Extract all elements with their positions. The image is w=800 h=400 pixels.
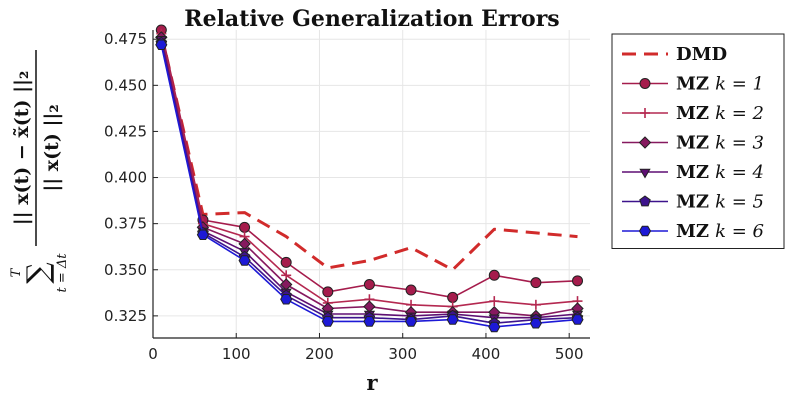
data-point [446,314,459,325]
data-point [239,221,251,233]
x-tick-label: 500 [555,345,584,363]
series-line [159,33,578,272]
data-point [238,255,251,266]
data-point [322,286,334,298]
legend-marker [640,108,650,118]
data-point [196,229,209,240]
y-tick-label: 0.350 [104,261,147,279]
x-tick-label: 0 [148,345,158,363]
data-point [529,318,542,329]
y-label-sum-upper: T [9,267,24,277]
data-point [530,299,541,310]
y-tick-label: 0.375 [104,215,147,233]
legend-label: MZ k = 4 [676,162,764,183]
data-point [488,269,500,281]
legend-item: MZ k = 2 [622,103,764,124]
y-label-sum-symbol: ∑ [21,262,56,284]
series-layer [155,24,584,333]
series-6 [155,39,584,333]
data-point [280,294,293,305]
legend-item: MZ k = 5 [622,192,764,213]
series-1 [155,24,584,303]
data-point [572,275,584,287]
legend-label: MZ k = 6 [676,221,764,242]
chart-title: Relative Generalization Errors [184,6,559,32]
y-label-denominator: || x(t) ||₂ [41,104,63,191]
y-tick-label: 0.425 [104,122,147,140]
x-tick-label: 100 [222,345,251,363]
axes: 0.325 0.350 0.375 0.400 0.425 0.450 0.475 0 100 2… [104,30,590,363]
legend-label: MZ k = 2 [676,103,764,124]
legend-marker [639,195,651,207]
y-tick-label: 0.450 [104,76,147,94]
legend-item: DMD [622,44,727,65]
data-point [321,316,334,327]
y-tick-label: 0.325 [104,307,147,325]
series-0 [159,33,578,272]
legend-label: MZ k = 5 [676,192,764,213]
y-label-numerator: || x(t) − x̃(t) ||₂ [11,71,33,226]
data-point [155,39,168,50]
legend-item: MZ k = 3 [622,133,764,154]
legend-marker [638,136,652,149]
data-point [489,296,500,307]
data-point [363,316,376,327]
legend-marker [639,168,651,179]
legend-item: MZ k = 4 [622,162,764,183]
data-point [405,284,417,296]
data-point [488,321,501,333]
data-point [363,279,375,291]
y-tick-label: 0.475 [104,30,147,48]
data-point [404,316,418,327]
legend-item: MZ k = 6 [622,221,764,242]
legend-marker [639,78,651,89]
legend-item: MZ k = 1 [622,74,764,95]
y-axis-label: T ∑ t = Δt || x(t) − x̃(t) ||₂ || x(t) |… [9,50,70,293]
x-tick-label: 200 [305,345,334,363]
y-tick-label: 0.400 [104,169,147,187]
x-axis-label: r [366,370,378,395]
data-point [571,314,584,325]
series-2 [156,28,583,312]
legend: DMD MZ k = 1 MZ k = 2 MZ k = 3 MZ k = 4 MZ k = 5 MZ… [611,33,785,249]
x-tick-label: 400 [472,345,501,363]
x-tick-label: 300 [388,345,417,363]
legend-label: MZ k = 3 [676,133,764,154]
legend-label: MZ k = 1 [676,74,764,95]
y-label-sum-lower: t = Δt [55,253,70,293]
legend-marker [638,225,652,237]
data-point [530,277,542,289]
data-point [447,291,459,303]
legend-label: DMD [676,44,727,65]
data-point [280,256,292,268]
